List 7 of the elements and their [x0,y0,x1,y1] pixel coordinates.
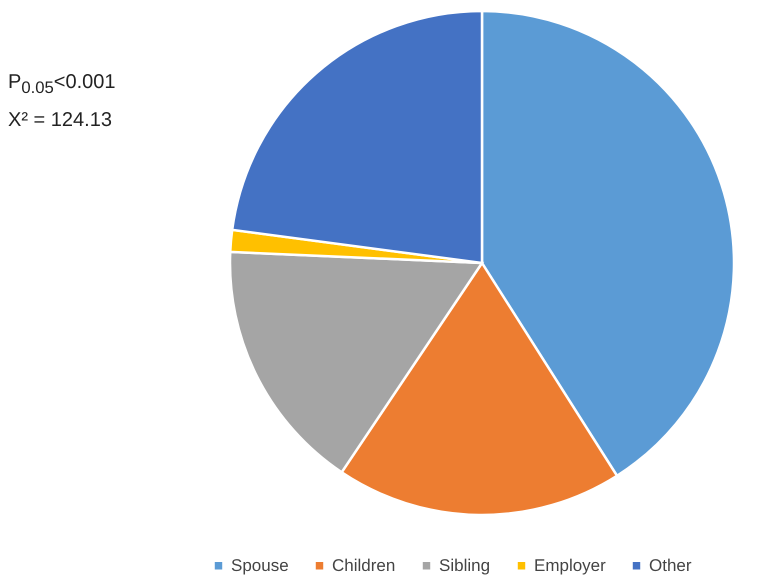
legend-label: Spouse [231,556,289,575]
legend-label: Children [332,556,396,575]
legend-label: Sibling [439,556,490,575]
legend-label: Employer [534,556,606,575]
text: P$_{0.05}$<0.001 [8,70,116,99]
legend-label: Other [649,556,692,575]
text: X² = 124.13 [8,108,113,133]
